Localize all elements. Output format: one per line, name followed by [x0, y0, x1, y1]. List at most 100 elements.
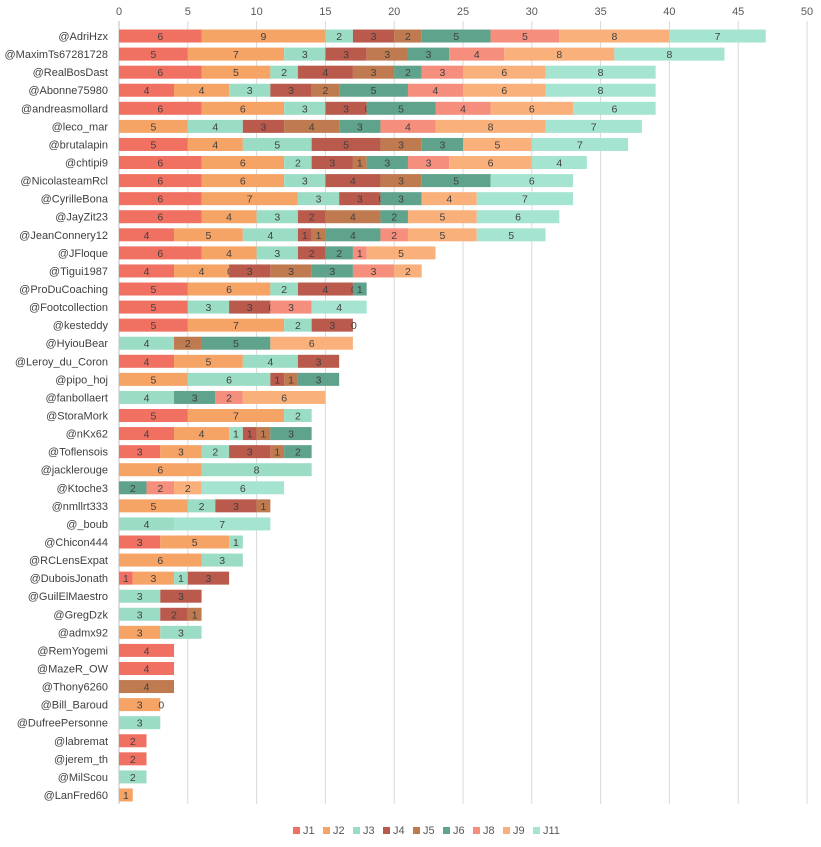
data-label: 3 — [426, 158, 432, 170]
data-label: 3 — [302, 176, 308, 188]
data-label: 4 — [322, 284, 328, 296]
bar-segment-j4 — [311, 137, 381, 151]
data-label: 4 — [267, 230, 273, 242]
bar-segment-j3 — [284, 156, 312, 170]
data-label: 6 — [611, 103, 617, 115]
bar-segment-j4 — [297, 210, 326, 224]
data-label: 6 — [157, 194, 163, 206]
bar-segment-j11 — [573, 101, 656, 115]
category-label: @AdriHzx — [58, 31, 108, 43]
category-label: @leco_mar — [52, 121, 109, 133]
data-label: 2 — [130, 483, 136, 495]
data-label: 4 — [144, 429, 150, 441]
data-label: 6 — [501, 85, 507, 97]
bar-segment-j2 — [119, 698, 161, 712]
bar-segment-j1 — [119, 643, 175, 657]
bar-segment-j11 — [476, 228, 546, 242]
data-label: 2 — [295, 411, 301, 423]
bar-segment-j1 — [119, 734, 147, 748]
bar-segment-j3 — [229, 83, 271, 97]
data-label: 3 — [233, 501, 239, 513]
data-label: 4 — [144, 519, 150, 531]
x-tick-label: 20 — [388, 6, 400, 18]
data-label: 3 — [302, 103, 308, 115]
data-label: 3 — [247, 447, 253, 459]
data-label: 3 — [329, 320, 335, 332]
bar-segment-j1 — [119, 409, 188, 423]
legend-swatch-j8 — [473, 827, 480, 834]
data-label: 3 — [288, 266, 294, 278]
bar-segment-j11 — [545, 65, 656, 79]
data-label: 5 — [192, 537, 198, 549]
category-label: @MaximTs67281728 — [5, 49, 109, 61]
data-label: 5 — [439, 212, 445, 224]
bar-segment-j2 — [201, 210, 257, 224]
bar-segment-j8 — [407, 83, 463, 97]
bar-segment-j2 — [119, 499, 188, 513]
bar-segment-j4 — [160, 607, 188, 621]
bar-segment-j6 — [421, 174, 491, 188]
data-label: 6 — [226, 374, 232, 386]
category-label: @jacklerouge — [41, 465, 108, 477]
data-label: 5 — [439, 230, 445, 242]
data-label: 4 — [144, 682, 150, 694]
category-label: @Footcollection — [29, 302, 108, 314]
data-label: 4 — [460, 103, 466, 115]
bar-segment-j1 — [119, 65, 202, 79]
bar-segment-j8 — [490, 29, 560, 43]
legend-swatch-j11 — [533, 827, 540, 834]
bar-segment-j6 — [297, 372, 340, 386]
category-labels: @AdriHzx @MaximTs67281728 @RealBosDast @Abo… — [5, 31, 109, 802]
bar-segment-j2 — [201, 29, 326, 43]
bar-segment-j2 — [201, 65, 271, 79]
legend-swatch-j6 — [443, 827, 450, 834]
category-label: @RealBosDast — [33, 67, 108, 79]
bar-segment-j2 — [174, 354, 243, 368]
data-label: 3 — [343, 49, 349, 61]
data-label: 4 — [144, 645, 150, 657]
data-label: 9 — [261, 31, 267, 43]
bar-segment-j6 — [119, 481, 147, 495]
legend-label: J3 — [363, 825, 375, 837]
data-label: 4 — [556, 158, 562, 170]
bar-segment-j9 — [490, 101, 574, 115]
bar-segment-j1 — [119, 300, 188, 314]
data-label: 3 — [288, 302, 294, 314]
bar-segment-j4 — [325, 47, 367, 61]
data-label: 1 — [274, 447, 280, 459]
bar-segment-j1 — [119, 137, 188, 151]
bar-segment-j6 — [270, 427, 312, 441]
category-label: @Bill_Baroud — [41, 700, 108, 712]
bar-segment-j1 — [119, 210, 202, 224]
category-label: @CyrilleBona — [41, 194, 109, 206]
bar-segment-j11 — [545, 83, 656, 97]
data-label: 5 — [150, 374, 156, 386]
bar-segment-j6 — [284, 445, 312, 459]
bar-segment-j2 — [160, 445, 202, 459]
category-label: @HyiouBear — [45, 338, 108, 350]
data-label: 2 — [171, 609, 177, 621]
data-label: 5 — [274, 139, 280, 151]
bar-segment-j6 — [339, 83, 408, 97]
data-label: 4 — [144, 266, 150, 278]
data-label: 4 — [322, 67, 328, 79]
bar-segment-j6 — [394, 65, 422, 79]
data-label: 8 — [254, 465, 260, 477]
bar-segment-j2 — [119, 463, 202, 477]
category-label: @nmllrt333 — [52, 501, 108, 513]
data-label: 2 — [130, 736, 136, 748]
data-label: 3 — [137, 537, 143, 549]
category-label: @DufreePersonne — [17, 718, 108, 730]
data-label: 5 — [150, 302, 156, 314]
bar-segment-j4 — [229, 264, 271, 278]
data-label: 0 — [351, 320, 357, 332]
category-label: @JeanConnery12 — [19, 230, 108, 242]
data-label: 4 — [309, 121, 315, 133]
data-label: 2 — [157, 483, 163, 495]
data-label: 4 — [212, 139, 218, 151]
data-label: 2 — [405, 31, 411, 43]
bar-segment-j3 — [201, 463, 312, 477]
category-label: @GregDzk — [53, 609, 108, 621]
data-label: 4 — [336, 302, 342, 314]
x-tick-label: 40 — [663, 6, 675, 18]
